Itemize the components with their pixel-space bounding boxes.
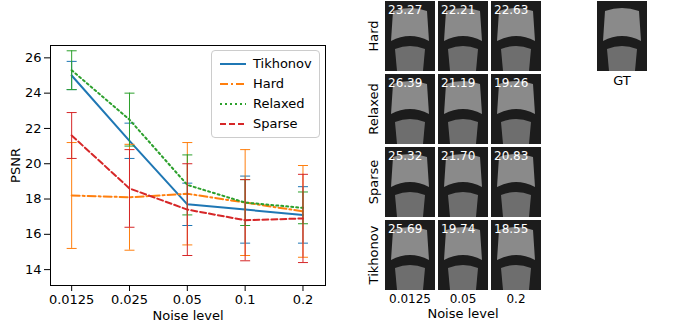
svg-text:0.025: 0.025 (111, 292, 148, 307)
svg-text:26: 26 (25, 50, 42, 65)
svg-text:Tikhonov: Tikhonov (366, 225, 381, 285)
svg-text:Hard: Hard (366, 20, 381, 51)
svg-text:21.19: 21.19 (441, 76, 475, 90)
svg-text:0.1: 0.1 (235, 292, 256, 307)
svg-text:18.55: 18.55 (494, 222, 528, 236)
svg-text:16: 16 (25, 226, 42, 241)
svg-text:21.70: 21.70 (441, 149, 475, 163)
svg-text:20.83: 20.83 (494, 149, 528, 163)
html-text:Sparse: Sparse (253, 116, 298, 131)
svg-text:Noise level: Noise level (427, 306, 498, 321)
svg-text:0.2: 0.2 (293, 292, 314, 307)
svg-text:25.69: 25.69 (388, 222, 422, 236)
svg-text:GT: GT (613, 73, 631, 88)
svg-text:0.0125: 0.0125 (389, 292, 431, 306)
svg-text:20: 20 (25, 156, 42, 171)
svg-text:22.21: 22.21 (441, 3, 475, 17)
svg-text:22.63: 22.63 (494, 3, 528, 17)
svg-text:24: 24 (25, 85, 42, 100)
html-text:Hard: Hard (253, 76, 285, 91)
svg-text:26.39: 26.39 (388, 76, 422, 90)
svg-text:Relaxed: Relaxed (366, 83, 381, 135)
svg-text:0.05: 0.05 (450, 292, 477, 306)
svg-text:Noise level: Noise level (152, 308, 223, 323)
svg-text:0.2: 0.2 (506, 292, 525, 306)
svg-text:19.74: 19.74 (441, 222, 475, 236)
html-text:Tikhonov: Tikhonov (253, 56, 312, 71)
svg-text:0.05: 0.05 (173, 292, 202, 307)
svg-text:22: 22 (25, 121, 42, 136)
svg-text:0.0125: 0.0125 (49, 292, 95, 307)
svg-text:PSNR: PSNR (8, 148, 23, 183)
svg-text:23.27: 23.27 (388, 3, 422, 17)
html-text:Relaxed: Relaxed (253, 96, 305, 111)
svg-text:25.32: 25.32 (388, 149, 422, 163)
svg-text:19.26: 19.26 (494, 76, 528, 90)
svg-text:Sparse: Sparse (366, 160, 381, 205)
svg-text:14: 14 (25, 262, 42, 277)
svg-text:18: 18 (25, 191, 42, 206)
